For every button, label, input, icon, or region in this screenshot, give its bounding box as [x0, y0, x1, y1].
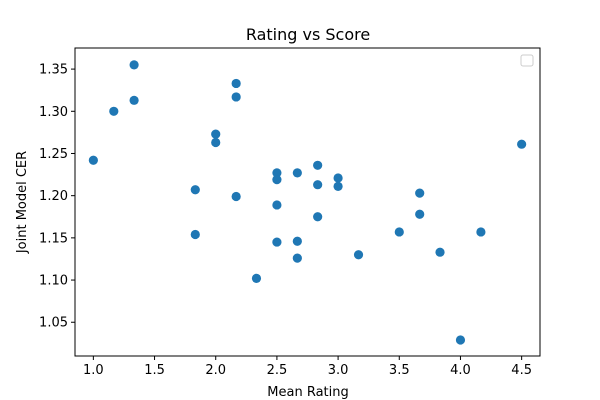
data-point — [435, 247, 445, 257]
plot-area: 1.0 1.5 2.0 2.5 3.0 3.5 4.0 4.5 1.05 1.10 1.15 1.20… — [39, 47, 541, 378]
data-point — [190, 185, 200, 195]
data-point — [272, 200, 282, 210]
data-point — [129, 60, 139, 70]
x-tick-label: 2.5 — [267, 363, 288, 378]
data-point — [415, 209, 425, 219]
data-point — [333, 181, 343, 191]
data-point — [394, 227, 404, 237]
chart-title: Rating vs Score — [246, 25, 370, 44]
x-tick-label: 2.0 — [205, 363, 226, 378]
y-tick-label: 1.05 — [39, 316, 68, 331]
data-point — [517, 139, 527, 149]
axes-frame — [74, 47, 541, 357]
x-tick-label: 4.5 — [511, 363, 532, 378]
data-point — [333, 173, 343, 183]
y-tick-label: 1.25 — [39, 147, 68, 162]
data-point — [415, 188, 425, 198]
y-tick-label: 1.10 — [39, 274, 68, 289]
data-point — [353, 250, 364, 260]
data-point — [88, 155, 98, 165]
data-point — [251, 273, 262, 283]
x-axis-label: Mean Rating — [267, 385, 348, 400]
data-point — [313, 180, 323, 190]
data-point — [476, 227, 486, 237]
y-tick-label: 1.35 — [39, 63, 68, 78]
data-point — [292, 168, 302, 178]
data-point — [272, 168, 282, 178]
x-tick-label: 1.0 — [83, 363, 104, 378]
data-point — [313, 160, 323, 170]
x-tick-label: 3.0 — [328, 363, 349, 378]
data-point — [292, 236, 302, 246]
data-point — [129, 95, 139, 105]
x-tick-label: 1.5 — [144, 363, 165, 378]
y-tick-label: 1.30 — [39, 105, 68, 120]
y-tick-label: 1.15 — [39, 231, 68, 246]
y-axis-label: Joint Model CER — [15, 151, 30, 254]
data-point — [231, 191, 241, 202]
data-point — [190, 229, 200, 240]
data-point — [272, 237, 282, 247]
data-point — [109, 106, 119, 116]
data-point — [292, 253, 302, 263]
data-point — [211, 129, 221, 139]
x-tick-label: 4.0 — [450, 363, 471, 378]
x-tick-label: 3.5 — [389, 363, 410, 378]
data-point — [313, 212, 323, 222]
data-point — [231, 78, 241, 89]
data-point — [231, 92, 241, 102]
y-tick-label: 1.20 — [39, 189, 68, 204]
data-point — [272, 175, 282, 185]
legend-box — [520, 54, 534, 67]
data-point — [455, 335, 466, 345]
data-point — [211, 137, 221, 148]
